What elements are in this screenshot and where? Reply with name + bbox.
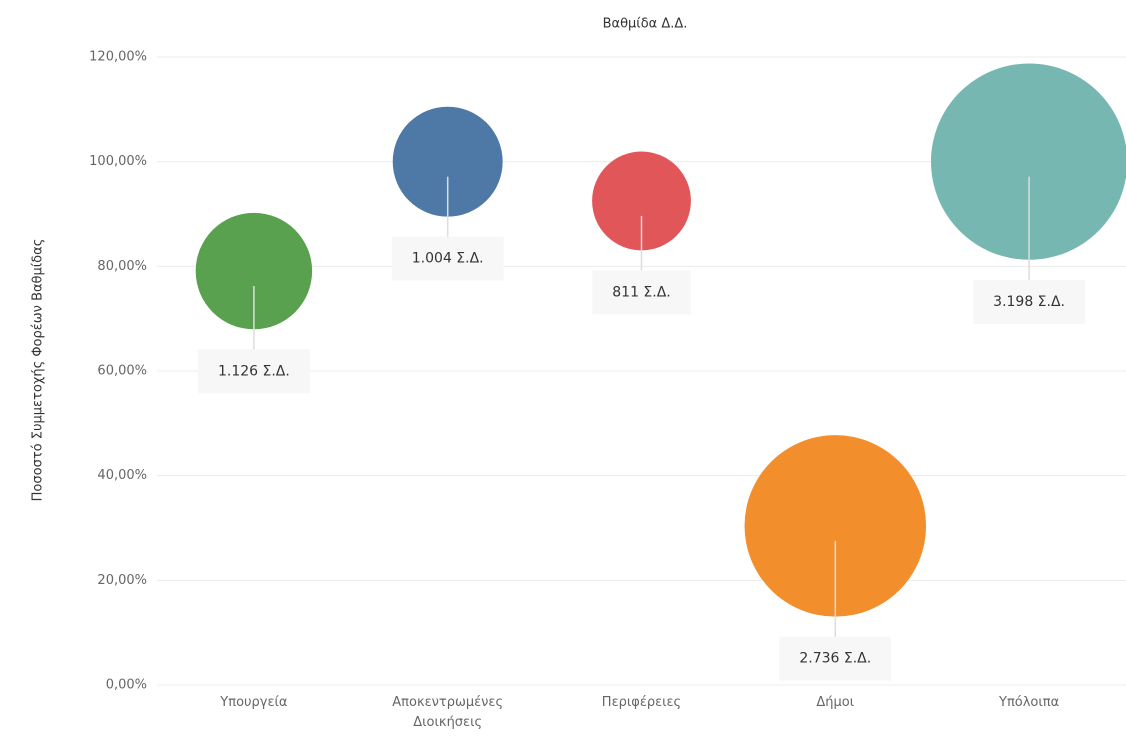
y-tick-label: 80,00% [97,259,147,274]
chart-title: Βαθμίδα Δ.Δ. [603,17,688,32]
label-box [779,636,892,681]
data-label: 811 Σ.Δ. [612,284,671,300]
label-box [592,270,691,315]
bubble [592,151,691,251]
label-box [197,349,310,394]
y-tick-label: 120,00% [89,50,147,65]
bubble [392,106,503,217]
x-tick-label: Υπόλοιπα [999,695,1060,710]
data-label: 1.004 Σ.Δ. [412,251,484,267]
y-axis-label: Ποσοστό Συμμετοχής Φορέων Βαθμίδας [31,239,46,502]
y-tick-label: 40,00% [97,468,147,483]
x-tick-label: Υπουργεία [220,695,288,710]
data-label: 1.126 Σ.Δ. [218,363,290,379]
data-label: 2.736 Σ.Δ. [799,651,871,667]
x-tick-label: Δήμοι [816,695,855,710]
bubble [744,435,927,617]
data-label: 3.198 Σ.Δ. [993,294,1065,310]
x-tick-label: Περιφέρειες [601,695,682,710]
label-box [391,236,504,281]
y-tick-label: 0,00% [106,678,147,693]
y-tick-label: 20,00% [97,573,147,588]
bubble [931,63,1126,260]
label-box [973,279,1086,324]
x-tick-label: Αποκεντρωμένες Διοικήσεις [392,695,504,730]
bubble [195,212,313,330]
y-tick-label: 60,00% [97,364,147,379]
y-tick-label: 100,00% [89,154,147,169]
